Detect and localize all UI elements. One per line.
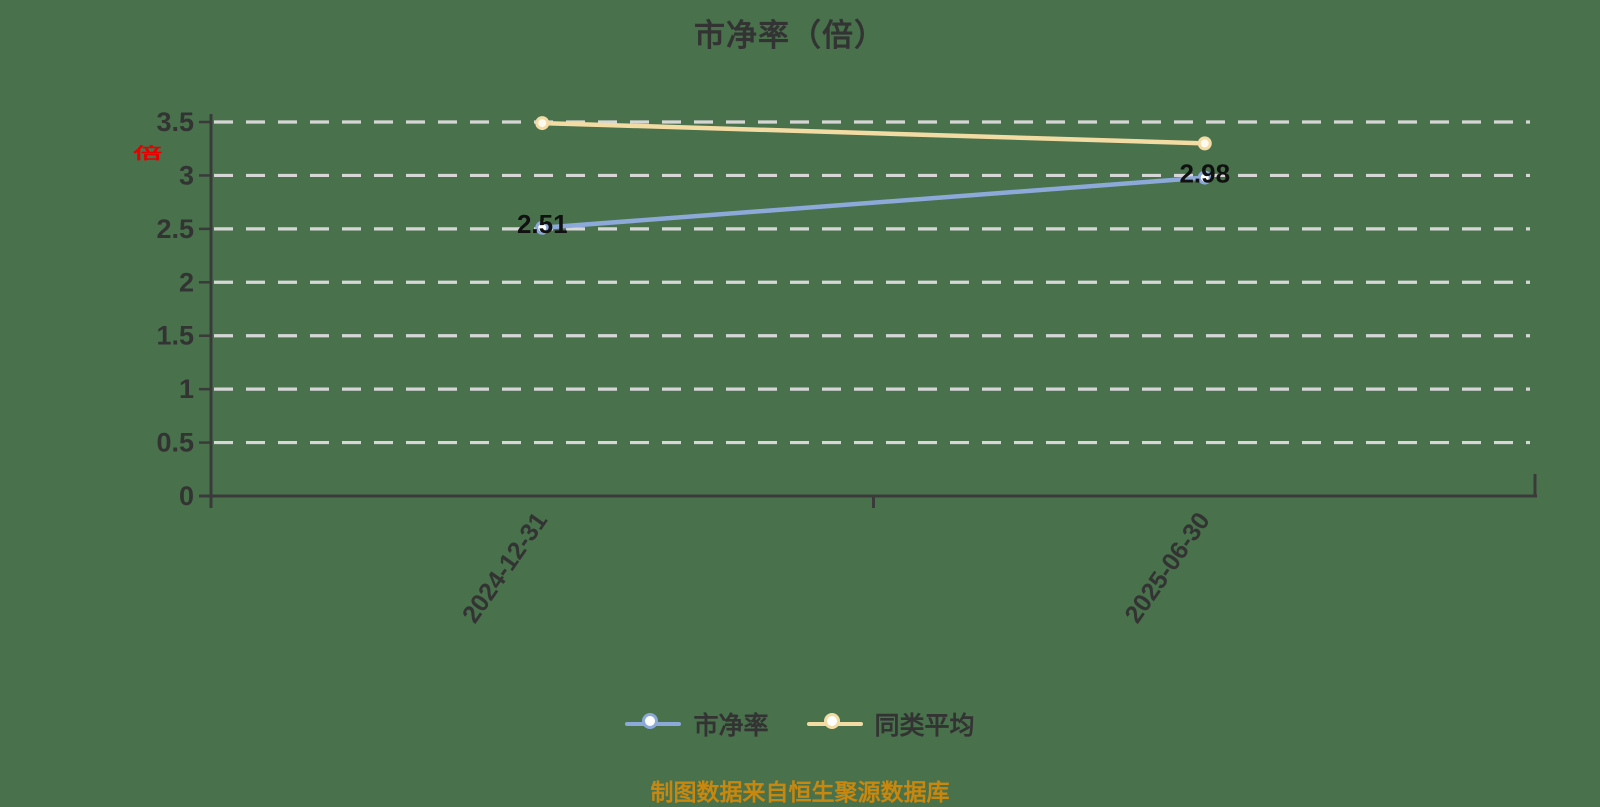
- y-tick-label: 0.5: [156, 428, 194, 458]
- y-tick-label: 2: [179, 267, 194, 297]
- data-point-marker[interactable]: [1197, 136, 1212, 151]
- line-circle-marker-icon: [806, 711, 863, 737]
- data-point-marker[interactable]: [535, 116, 550, 131]
- y-tick-label: 1.5: [156, 321, 194, 351]
- y-tick-label: 3: [179, 160, 194, 190]
- legend-label: 同类平均: [874, 712, 975, 740]
- y-axis-unit-label: 倍: [133, 144, 163, 162]
- chart-title: 市净率（倍）: [694, 18, 886, 53]
- series-line: [540, 175, 1207, 231]
- y-tick-label: 0: [179, 481, 194, 511]
- data-source-note: 制图数据来自恒生聚源数据库: [650, 779, 950, 805]
- legend-item-category-average[interactable]: 同类平均: [806, 706, 975, 742]
- legend-label: 市净率: [693, 712, 769, 740]
- y-tick-label: 3.5: [156, 107, 194, 137]
- x-tick-label: 2025-06-30: [1119, 507, 1215, 628]
- data-point-label: 2.98: [1179, 159, 1230, 189]
- legend: 市净率 同类平均: [0, 701, 1600, 747]
- line-circle-marker-icon: [625, 711, 682, 737]
- data-point-label: 2.51: [517, 209, 568, 239]
- x-tick-label: 2024-12-31: [457, 507, 553, 628]
- data-point-marker[interactable]: [535, 220, 550, 235]
- y-tick-label: 1: [179, 374, 194, 404]
- legend-item-pb-ratio[interactable]: 市净率: [625, 706, 769, 742]
- data-point-marker[interactable]: [1197, 170, 1212, 185]
- series-line: [540, 120, 1207, 146]
- y-tick-label: 2.5: [156, 214, 194, 244]
